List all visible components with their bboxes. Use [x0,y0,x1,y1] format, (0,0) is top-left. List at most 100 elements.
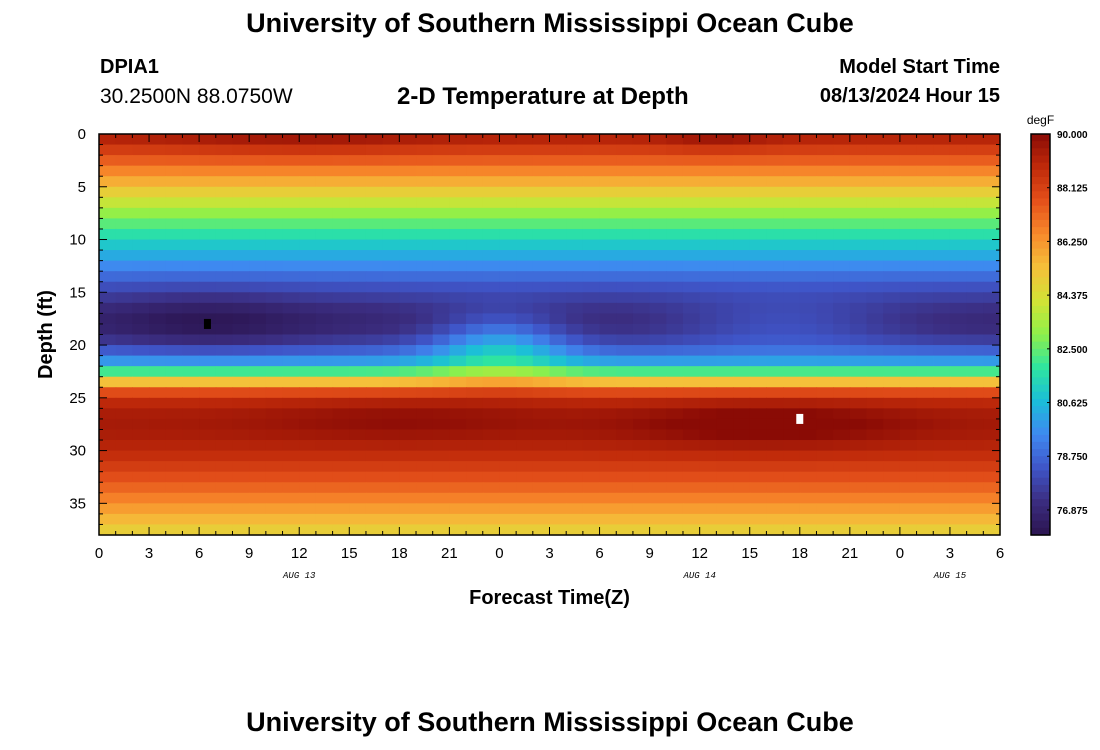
heatmap-cell [416,429,434,441]
heatmap-cell [416,408,434,420]
heatmap-cell [182,524,200,536]
heatmap-cell [149,355,167,367]
heatmap-cell [666,418,684,431]
heatmap-cell [616,281,634,293]
heatmap-cell [799,176,818,188]
heatmap-cell [816,482,834,494]
heatmap-cell [833,313,851,325]
heatmap-cell [449,440,467,452]
heatmap-cell [165,313,184,325]
heatmap-cell [265,471,284,483]
heatmap-cell [599,155,617,167]
heatmap-cell [549,271,567,283]
heatmap-cell [299,440,317,452]
heatmap-cell [265,155,284,167]
heatmap-cell [215,239,234,251]
colorbar-segment [1031,420,1050,429]
heatmap-cell [365,165,384,177]
heatmap-cell [215,197,234,209]
heatmap-cell [883,513,901,526]
heatmap-cell [616,376,634,388]
heatmap-cell [365,207,384,220]
heatmap-cell [532,218,551,230]
heatmap-cell [532,376,551,388]
heatmap-cell [783,334,801,346]
heatmap-cell [132,366,150,378]
heatmap-cell [699,408,717,420]
heatmap-cell [933,260,951,272]
heatmap-cell [332,134,350,146]
heatmap-cell [916,197,934,209]
heatmap-cell [733,334,751,346]
heatmap-cell [866,197,884,209]
heatmap-cell [215,471,234,483]
heatmap-cell [566,250,584,262]
heatmap-cell [866,228,884,241]
heatmap-cell [899,292,918,304]
heatmap-cell [632,408,651,420]
heatmap-cell [733,387,751,399]
heatmap-cell [766,228,784,241]
heatmap-cell [365,387,384,399]
heatmap-cell [449,397,467,409]
heatmap-cell [199,345,217,357]
heatmap-cell [783,260,801,272]
heatmap-cell [165,144,184,156]
heatmap-cell [432,429,450,441]
heatmap-cell [899,366,918,378]
heatmap-cell [816,366,834,378]
heatmap-cell [649,271,667,283]
heatmap-cell [599,228,617,241]
heatmap-cell [549,260,567,272]
heatmap-cell [282,313,300,325]
heatmap-cell [432,503,450,515]
heatmap-cell [582,376,601,388]
heatmap-cell [215,176,234,188]
colorbar-segment [1031,441,1050,450]
heatmap-cell [799,440,818,452]
heatmap-cell [733,197,751,209]
colorbar-segment [1031,284,1050,293]
colorbar-segment [1031,234,1050,243]
heatmap-cell [766,408,784,420]
heatmap-cell [616,482,634,494]
heatmap-cell [349,271,367,283]
heatmap-cell [682,334,701,346]
heatmap-cell [265,207,284,220]
heatmap-cell [432,397,450,409]
heatmap-cell [899,239,918,251]
heatmap-cell [432,260,450,272]
heatmap-cell [899,155,918,167]
colorbar-segment [1031,463,1050,472]
heatmap-cell [682,292,701,304]
heatmap-cell [966,271,984,283]
heatmap-cell [482,429,501,441]
heatmap-cell [899,471,918,483]
heatmap-cell [182,429,200,441]
heatmap-cell [566,376,584,388]
heatmap-cell [499,440,517,452]
heatmap-cell [315,250,334,262]
heatmap-cell [916,387,934,399]
heatmap-cell [249,228,267,241]
heatmap-cell [649,165,667,177]
heatmap-cell [232,239,250,251]
heatmap-cell [516,165,534,177]
heatmap-cell [799,503,818,515]
heatmap-cell [332,260,350,272]
heatmap-cell [299,429,317,441]
heatmap-cell [99,250,117,262]
heatmap-cell [115,186,133,198]
heatmap-cell [616,524,634,536]
heatmap-cell [616,418,634,431]
heatmap-cell [132,387,150,399]
heatmap-cell [833,408,851,420]
heatmap-cell [849,397,868,409]
heatmap-cell [482,461,501,473]
heatmap-cell [199,260,217,272]
heatmap-cell [749,313,768,325]
heatmap-cell [165,260,184,272]
heatmap-cell [399,302,417,314]
heatmap-cell [949,492,968,504]
heatmap-cell [749,271,768,283]
